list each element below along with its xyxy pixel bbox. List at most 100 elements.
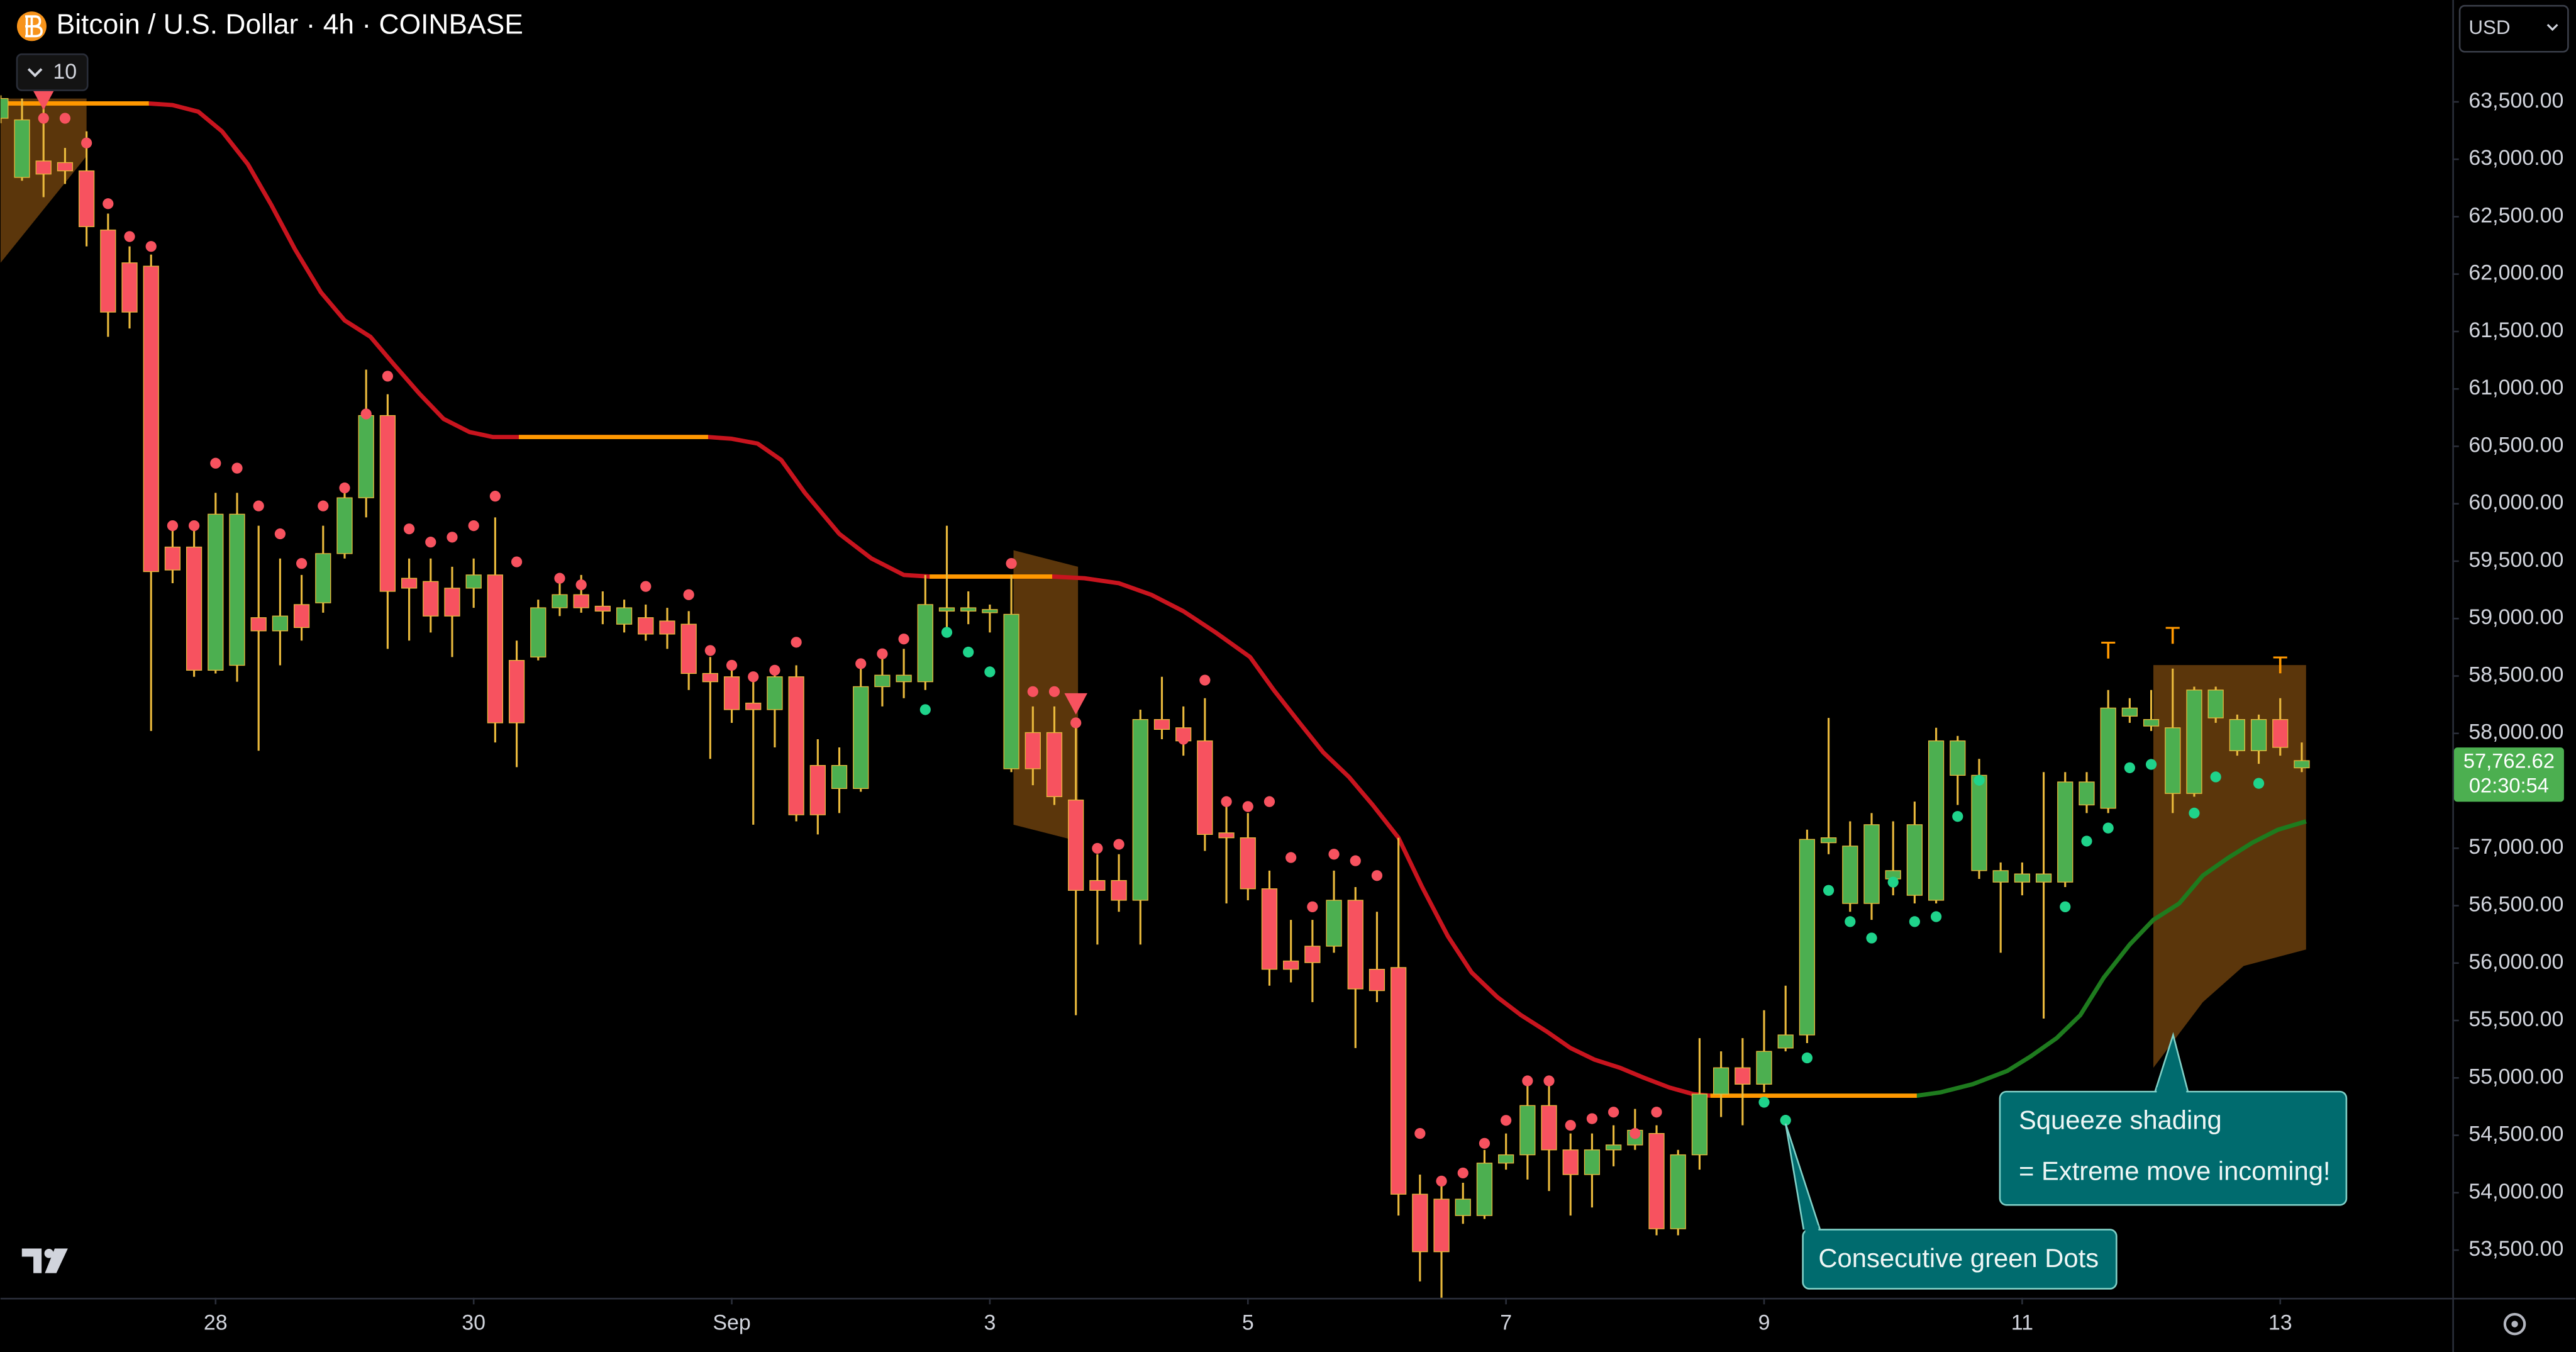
candle-body — [508, 660, 525, 723]
candle-body — [1089, 880, 1106, 891]
candle-body — [552, 594, 568, 608]
logo-part — [44, 1249, 54, 1258]
y-tick-label: 56,000.00 — [2468, 950, 2563, 974]
candle-body — [164, 546, 181, 571]
candle-body — [1326, 900, 1342, 947]
squeeze-dot — [1780, 1115, 1791, 1126]
last-price-tag — [2453, 747, 2564, 802]
candle-body — [1562, 1149, 1579, 1175]
candle-body — [1261, 888, 1278, 970]
candle-body — [1412, 1193, 1428, 1253]
squeeze-dot — [941, 627, 953, 638]
squeeze-dot — [1178, 734, 1189, 745]
candle-body — [0, 98, 9, 119]
squeeze-dot — [919, 704, 931, 715]
candle-body — [594, 605, 611, 612]
squeeze-dot — [1565, 1120, 1576, 1131]
squeeze-dot — [1501, 1115, 1512, 1126]
candle-body — [1455, 1198, 1471, 1216]
candle-body — [853, 686, 869, 790]
candle-body — [272, 615, 289, 632]
candle-body — [1519, 1105, 1536, 1156]
candle-body — [1132, 719, 1148, 901]
brand-logo — [21, 1248, 68, 1273]
squeeze-dot — [403, 523, 415, 535]
currency-select[interactable]: USD — [2458, 4, 2569, 53]
candle-body — [1777, 1034, 1794, 1049]
y-tick-label: 59,000.00 — [2468, 605, 2563, 629]
toggle-chevron — [27, 68, 43, 77]
candle-body — [1024, 732, 1041, 769]
candle-body — [14, 119, 30, 178]
candle-body — [229, 513, 245, 666]
x-tick-label: Sep — [713, 1311, 750, 1335]
indicators-toggle[interactable]: 10 — [16, 53, 89, 91]
squeeze-dot — [1328, 849, 1340, 860]
squeeze-dot — [1522, 1075, 1533, 1087]
currency-box[interactable] — [2458, 4, 2569, 53]
x-tick-label: 30 — [462, 1311, 486, 1335]
squeeze-dot — [231, 462, 243, 474]
y-tick-label: 55,500.00 — [2468, 1007, 2563, 1031]
squeeze-dot — [575, 579, 587, 591]
squeeze-dot — [984, 666, 996, 678]
candle-body — [487, 574, 503, 723]
squeeze-dot — [2145, 759, 2157, 770]
squeeze-dot — [1651, 1107, 1662, 1118]
candle-body — [1046, 732, 1063, 797]
candle-body — [1799, 839, 1816, 1036]
candle-body — [2057, 781, 2074, 883]
squeeze-dot — [1371, 870, 1383, 881]
top-marker: T — [2273, 652, 2288, 679]
candle-body — [444, 588, 460, 617]
candle-body — [186, 546, 203, 671]
squeeze-dot — [188, 520, 200, 532]
squeeze-dot — [791, 637, 802, 648]
candle-body — [1304, 946, 1321, 963]
squeeze-dot — [1113, 839, 1124, 850]
x-tick-label: 28 — [204, 1311, 228, 1335]
candle-body — [1863, 824, 1880, 904]
squeeze-dot — [296, 558, 308, 569]
candle-body — [1756, 1051, 1772, 1085]
candle-body — [831, 765, 848, 790]
squeeze-dot — [253, 500, 264, 511]
candle-body — [2250, 719, 2267, 751]
squeeze-dot — [2189, 807, 2200, 819]
candle-body — [723, 676, 740, 710]
squeeze-dot — [360, 408, 372, 420]
candle-body — [100, 229, 116, 313]
candle-body — [1842, 846, 1858, 904]
note-pointer — [1784, 1123, 1821, 1230]
x-tick-label: 5 — [1242, 1311, 1254, 1335]
candle-body — [1906, 824, 1923, 896]
candle-body — [208, 513, 224, 671]
toggle-box[interactable] — [16, 53, 89, 91]
toggle-count: 10 — [53, 60, 77, 84]
squeeze-dot — [167, 520, 179, 532]
candle-body — [2294, 760, 2310, 769]
settings-gear-center — [2511, 1321, 2518, 1327]
settings-gear[interactable] — [2503, 1312, 2526, 1336]
candle-body — [2121, 707, 2138, 717]
candle-body — [874, 674, 891, 688]
squeeze-dot — [1586, 1113, 1598, 1124]
candle-body — [938, 607, 955, 612]
squeeze-dot — [1952, 811, 1963, 822]
candle-body — [121, 262, 138, 313]
y-tick-label: 57,000.00 — [2468, 835, 2563, 859]
plot-area: T T T — [0, 88, 2310, 1298]
squeeze-dot — [2210, 771, 2221, 783]
squeeze-dot — [1006, 558, 1017, 569]
candle-body — [1068, 799, 1084, 891]
squeeze-dot — [2060, 901, 2071, 912]
y-tick-label: 63,500.00 — [2468, 89, 2563, 113]
y-tick-label: 62,000.00 — [2468, 261, 2563, 285]
squeeze-dot — [339, 482, 350, 494]
squeeze-dot — [1350, 855, 1361, 866]
settings-button[interactable] — [2503, 1312, 2526, 1336]
top-marker: T — [2165, 623, 2180, 650]
y-tick-label: 60,500.00 — [2468, 433, 2563, 457]
squeeze-dot — [1801, 1052, 1813, 1064]
